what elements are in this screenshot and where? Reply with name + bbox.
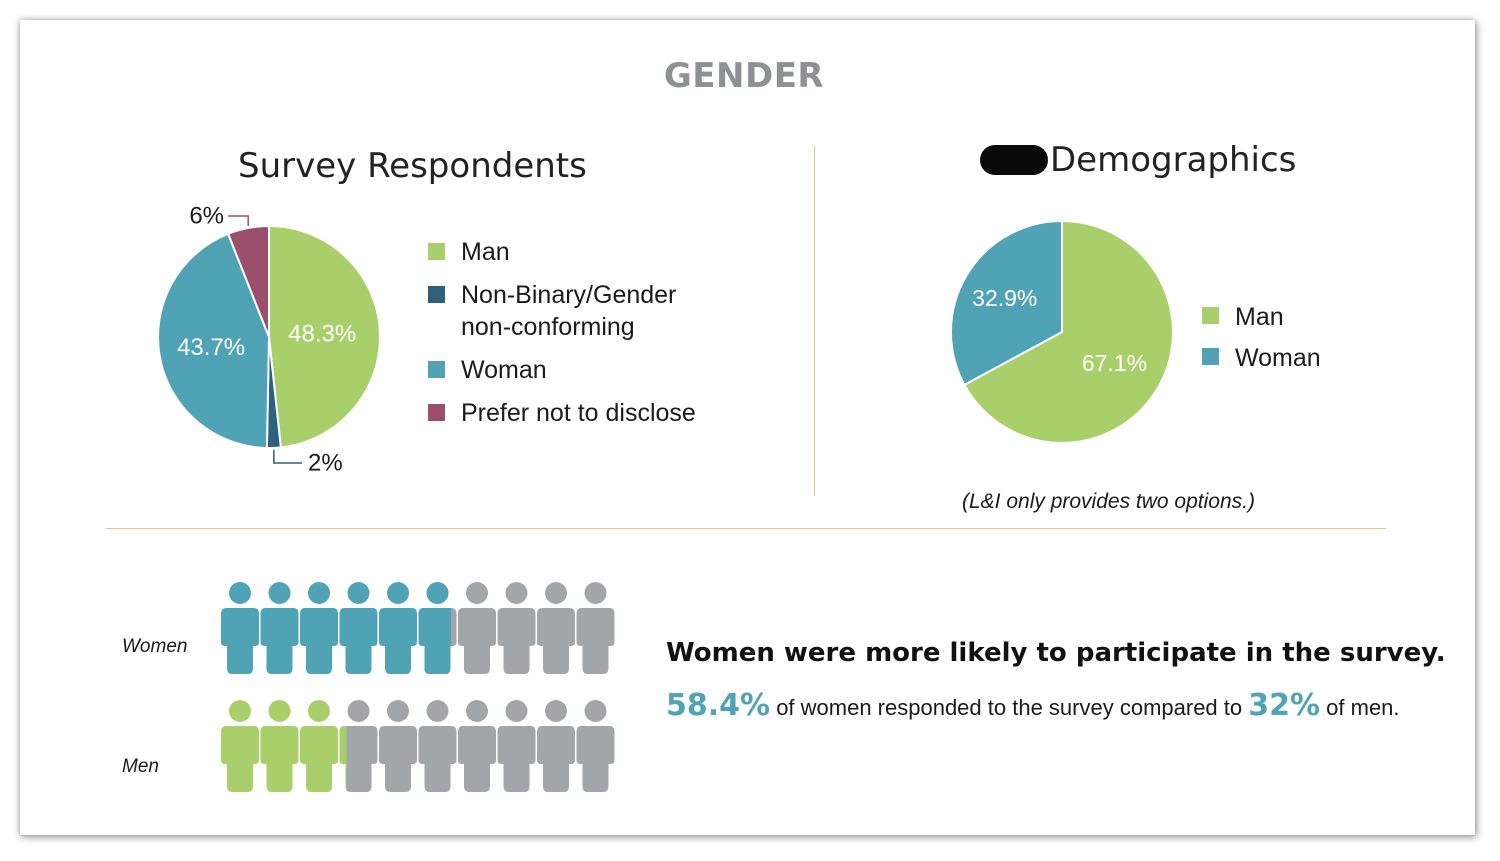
men-percent: 32% [1248,688,1321,723]
legend-swatch [1202,348,1219,365]
leader-line-prefer-not-to-disclose [228,215,249,226]
legend-label: Man [461,236,510,268]
summary-statement: 58.4% of women responded to the survey c… [666,690,1426,724]
legend-swatch [428,404,445,421]
person-icon [339,582,378,674]
pie-slice-man [268,224,381,449]
person-icon [418,582,457,674]
data-label-non-binary-gender-non-conforming: 2% [308,450,343,477]
person-icon [576,700,615,792]
survey-legend-item-woman: Woman [428,354,748,386]
legend-label: Man [1235,300,1284,334]
person-icon [221,700,259,792]
survey-respondents-pie: 48.3% 2% 43.7% 6% [157,203,381,477]
demographics-chart-title: Demographics [1050,140,1297,180]
person-icon [576,582,615,674]
survey-legend: Man Non-Binary/Gender non-conforming Woman P… [428,236,748,440]
legend-label: Prefer not to disclose [461,397,696,429]
legend-swatch [1202,307,1219,324]
summary-text-end: of men. [1320,695,1400,720]
legend-swatch [428,243,445,260]
legend-label-line: Man [461,238,510,266]
person-icon [418,700,457,792]
legend-label-line: Woman [1235,344,1321,372]
demographics-legend-item-woman: Woman [1202,341,1321,375]
demographics-legend-item-man: Man [1202,300,1321,334]
legend-label-line: Prefer not to disclose [461,399,696,427]
legend-label-line: Woman [461,356,547,384]
demographics-note: (L&I only provides two options.) [962,490,1255,513]
page-title: GENDER [663,56,825,96]
survey-legend-item-non-binary-gender-non-conforming: Non-Binary/Gender non-conforming [428,279,748,343]
pie-slice-man [963,219,1174,444]
legend-label: Woman [1235,341,1321,375]
pie-slice-prefer-not-to-disclose [226,224,270,338]
legend-label: Woman [461,354,547,386]
legend-label-line: Non-Binary/Gender [461,281,677,309]
person-icon [221,582,259,674]
person-icon [458,582,496,674]
person-icon [537,700,575,792]
summary-headline: Women were more likely to participate in… [666,638,1446,668]
survey-chart-title: Survey Respondents [238,146,587,186]
survey-legend-item-man: Man [428,236,748,268]
data-label-woman: 32.9% [972,285,1037,311]
person-icon [379,700,417,792]
person-icon [300,582,338,674]
women-pictograph [221,582,615,674]
legend-label: Non-Binary/Gender non-conforming [461,279,676,343]
men-pictograph [221,700,615,792]
legend-swatch [428,361,445,378]
horizontal-divider [106,528,1386,529]
legend-label-line: non-conforming [461,313,635,341]
women-percent: 58.4% [666,688,771,723]
survey-legend-item-prefer-not-to-disclose: Prefer not to disclose [428,397,748,429]
redaction-mark [980,145,1048,175]
men-row-label: Men [122,756,159,777]
women-row-label: Women [122,636,188,657]
data-label-man: 48.3% [288,321,356,348]
leader-line-non-binary-gender-non-conforming [273,449,302,464]
person-icon [537,582,575,674]
demographics-chart-title-wrap: Demographics [980,140,1296,180]
summary-text-middle: of women responded to the survey compare… [770,695,1249,720]
person-icon [260,700,299,792]
data-label-prefer-not-to-disclose: 6% [189,203,224,230]
legend-label-line: Man [1235,303,1284,331]
pie-slice-woman [950,219,1063,387]
vertical-divider [814,146,815,496]
person-icon [458,700,496,792]
legend-swatch [428,286,445,303]
data-label-woman: 43.7% [177,334,245,361]
person-icon [497,582,536,674]
person-icon [339,700,378,792]
demographics-legend: Man Woman [1202,300,1321,382]
data-label-man: 67.1% [1082,350,1147,376]
person-icon [300,700,338,792]
person-icon [379,582,417,674]
person-icon [497,700,536,792]
person-icon [260,582,299,674]
demographics-pie: 67.1% 32.9% [950,219,1174,444]
pie-slice-woman [157,232,271,450]
